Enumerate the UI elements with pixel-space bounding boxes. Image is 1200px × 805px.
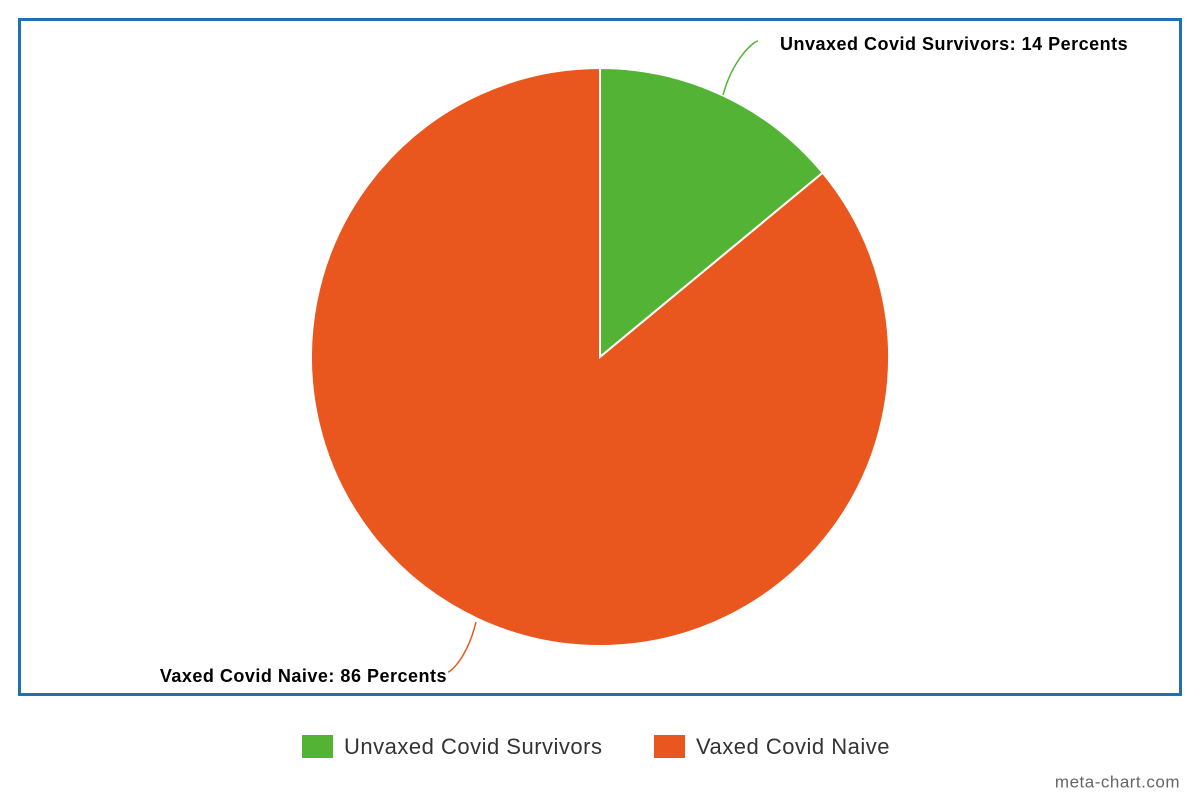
label-connector bbox=[447, 621, 477, 673]
legend-label[interactable]: Unvaxed Covid Survivors bbox=[344, 734, 602, 759]
pie-slice bbox=[599, 66, 825, 360]
credit: meta-chart.com bbox=[1055, 772, 1180, 791]
pie-slice bbox=[310, 66, 890, 647]
label-connector bbox=[722, 40, 759, 96]
legend-label[interactable]: Vaxed Covid Naive bbox=[696, 734, 890, 759]
legend-swatch[interactable] bbox=[302, 735, 333, 758]
legend-swatch[interactable] bbox=[654, 735, 685, 758]
data-label: Vaxed Covid Naive: 86 Percents bbox=[160, 666, 447, 686]
data-label: Unvaxed Covid Survivors: 14 Percents bbox=[780, 34, 1128, 54]
